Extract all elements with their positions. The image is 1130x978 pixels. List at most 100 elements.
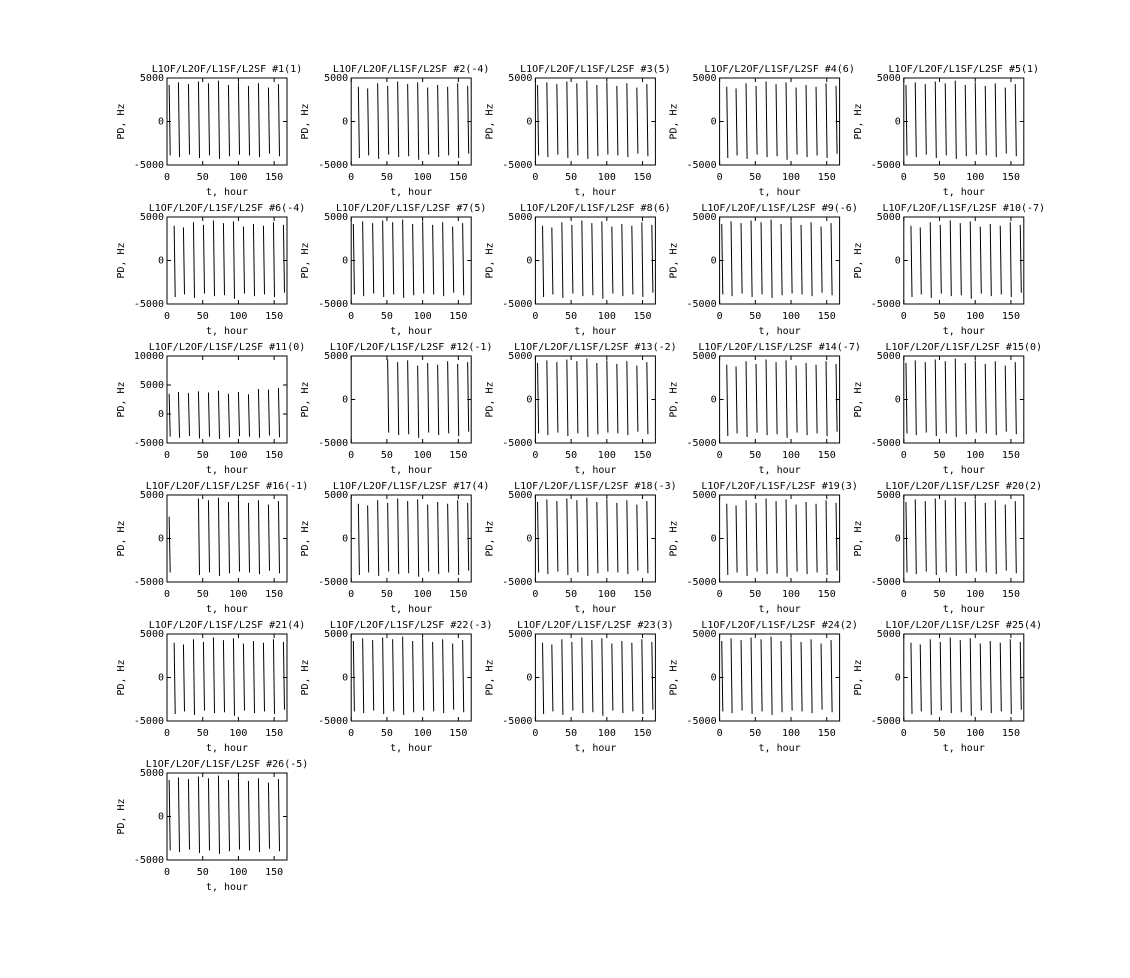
y-tick-label: 5000 [508,212,532,223]
x-tick-label: 50 [381,172,393,183]
y-tick-label: 5000 [140,73,164,84]
x-tick-label: 50 [749,311,761,322]
y-tick-label: 0 [711,256,717,267]
y-axis-label: PD, Hz [669,520,680,556]
plot-frame [350,633,472,722]
x-tick-label: 0 [532,450,538,461]
panel: L1OF/L2OF/L1SF/L2SF #20(2) t, hour PD, Hz 0… [853,481,1042,615]
x-axis-label: t, hour [206,326,248,337]
y-tick-label: 5000 [693,73,717,84]
y-axis-label: PD, Hz [853,242,864,278]
trace [357,81,470,160]
x-axis-label: t, hour [206,187,248,198]
y-tick-label: -5000 [686,716,716,727]
y-tick-label: 0 [711,117,717,128]
panel: L1OF/L2OF/L1SF/L2SF #10(-7) t, hour PD, Hz… [853,203,1045,337]
plot-frame [903,633,1025,722]
x-tick-label: 100 [966,311,984,322]
y-tick-label: 0 [158,409,164,420]
x-tick-label: 150 [449,311,467,322]
panel-title: L1OF/L2OF/L1SF/L2SF #22(-3) [330,620,493,631]
panel: L1OF/L2OF/L1SF/L2SF #13(-2) t, hour PD, Hz… [484,342,676,476]
x-tick-label: 150 [449,450,467,461]
trace [173,220,285,299]
y-axis-label: PD, Hz [669,103,680,139]
plot-frame [166,772,288,861]
trace [352,636,465,715]
y-tick-label: 5000 [140,380,164,391]
x-tick-label: 50 [381,311,393,322]
x-tick-label: 150 [1002,589,1020,600]
x-tick-label: 50 [381,589,393,600]
trace [542,220,654,299]
x-tick-label: 100 [414,450,432,461]
x-tick-label: 150 [449,728,467,739]
y-tick-label: 5000 [140,490,164,501]
x-tick-label: 0 [901,311,907,322]
x-tick-label: 150 [265,867,283,878]
plot-frame [166,216,288,305]
y-axis-label: PD, Hz [300,659,311,695]
x-tick-label: 150 [449,589,467,600]
y-tick-label: 0 [895,117,901,128]
x-tick-label: 50 [933,589,945,600]
plot-frame [719,77,841,166]
panel: L1OF/L2OF/L1SF/L2SF #25(4) t, hour PD, Hz 0… [853,620,1042,754]
y-tick-label: -5000 [318,160,348,171]
x-tick-label: 0 [901,172,907,183]
x-axis-label: t, hour [759,187,801,198]
y-tick-label: 0 [158,117,164,128]
x-tick-label: 150 [265,450,283,461]
x-axis-label: t, hour [759,604,801,615]
y-axis-label: PD, Hz [669,381,680,417]
x-axis-label: t, hour [574,465,616,476]
plot-frame [903,216,1025,305]
panel: L1OF/L2OF/L1SF/L2SF #23(3) t, hour PD, Hz 0… [484,620,673,754]
panel: L1OF/L2OF/L1SF/L2SF #14(-7) t, hour PD, Hz… [669,342,861,476]
y-tick-label: 5000 [508,351,532,362]
x-tick-label: 0 [532,728,538,739]
x-tick-label: 50 [565,589,577,600]
x-tick-label: 100 [229,867,247,878]
plot-frame [350,494,472,583]
x-tick-label: 150 [265,172,283,183]
y-tick-label: -5000 [502,299,532,310]
x-tick-label: 0 [717,728,723,739]
panel-title: L1OF/L2OF/L1SF/L2SF #15(0) [886,342,1043,353]
y-tick-label: -5000 [686,160,716,171]
trace [168,80,280,159]
y-axis-label: PD, Hz [484,659,495,695]
x-tick-label: 50 [565,450,577,461]
panel-title: L1OF/L2OF/L1SF/L2SF #10(-7) [883,203,1046,214]
plot-frame [350,216,472,305]
y-axis-label: PD, Hz [853,381,864,417]
y-tick-label: -5000 [502,438,532,449]
x-axis-label: t, hour [943,604,985,615]
trace [910,637,1022,716]
x-axis-label: t, hour [943,743,985,754]
x-tick-label: 0 [164,172,170,183]
x-tick-label: 0 [717,172,723,183]
panel: L1OF/L2OF/L1SF/L2SF #17(4) t, hour PD, Hz 0… [300,481,489,615]
y-tick-label: 0 [895,673,901,684]
y-tick-label: -5000 [318,438,348,449]
x-tick-label: 150 [634,172,652,183]
x-tick-label: 100 [782,728,800,739]
x-tick-label: 0 [348,728,354,739]
panel-title: L1OF/L2OF/L1SF/L2SF #6(-4) [149,203,306,214]
y-tick-label: 0 [158,812,164,823]
y-tick-label: 5000 [877,351,901,362]
y-tick-label: 0 [526,534,532,545]
trace [905,80,1017,159]
x-axis-label: t, hour [943,187,985,198]
panel: L1OF/L2OF/L1SF/L2SF #7(5) t, hour PD, Hz 0 5… [300,203,486,337]
x-tick-label: 0 [164,589,170,600]
trace [905,358,1017,437]
y-tick-label: 5000 [877,212,901,223]
plot-frame [719,633,841,722]
x-tick-label: 150 [1002,311,1020,322]
y-tick-label: 5000 [324,629,348,640]
panel-title: L1OF/L2OF/L1SF/L2SF #8(6) [520,203,671,214]
x-tick-label: 50 [749,172,761,183]
